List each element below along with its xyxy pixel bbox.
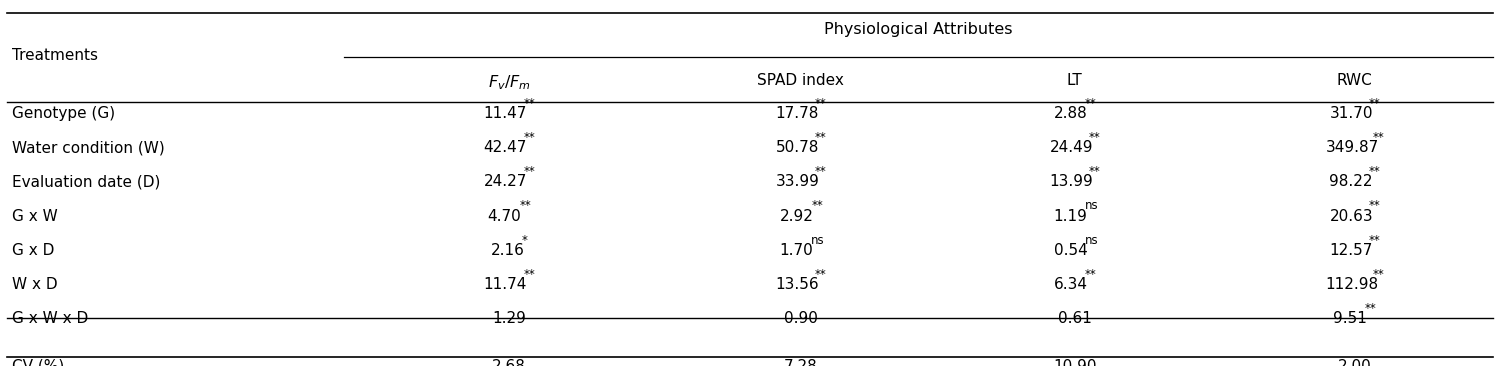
Text: Physiological Attributes: Physiological Attributes	[825, 22, 1012, 37]
Text: **: **	[524, 268, 534, 281]
Text: 13.56: 13.56	[775, 277, 819, 292]
Text: 2.00: 2.00	[1338, 359, 1371, 366]
Text: **: **	[811, 199, 823, 213]
Text: **: **	[519, 199, 531, 213]
Text: **: **	[1090, 165, 1100, 178]
Text: 1.70: 1.70	[780, 243, 813, 258]
Text: **: **	[1085, 97, 1097, 110]
Text: 98.22: 98.22	[1329, 175, 1373, 190]
Text: **: **	[1370, 199, 1380, 213]
Text: $\mathit{F}_\mathit{v}/\mathit{F}_\mathit{m}$: $\mathit{F}_\mathit{v}/\mathit{F}_\mathi…	[488, 73, 530, 92]
Text: 11.47: 11.47	[484, 106, 527, 121]
Text: Genotype (G): Genotype (G)	[12, 106, 115, 121]
Text: Evaluation date (D): Evaluation date (D)	[12, 175, 160, 190]
Text: G x W: G x W	[12, 209, 58, 224]
Text: G x D: G x D	[12, 243, 54, 258]
Text: 20.63: 20.63	[1329, 209, 1373, 224]
Text: G x W x D: G x W x D	[12, 311, 88, 326]
Text: 10.90: 10.90	[1052, 359, 1097, 366]
Text: ns: ns	[1085, 234, 1099, 247]
Text: **: **	[1365, 302, 1377, 315]
Text: 24.27: 24.27	[484, 175, 527, 190]
Text: *: *	[522, 234, 528, 247]
Text: SPAD index: SPAD index	[757, 73, 844, 88]
Text: 7.28: 7.28	[784, 359, 817, 366]
Text: 2.88: 2.88	[1054, 106, 1087, 121]
Text: 112.98: 112.98	[1325, 277, 1379, 292]
Text: **: **	[1370, 97, 1380, 110]
Text: **: **	[524, 131, 534, 144]
Text: 0.54: 0.54	[1054, 243, 1087, 258]
Text: Water condition (W): Water condition (W)	[12, 140, 165, 155]
Text: CV (%): CV (%)	[12, 359, 64, 366]
Text: **: **	[524, 165, 534, 178]
Text: **: **	[1085, 268, 1097, 281]
Text: 1.29: 1.29	[493, 311, 525, 326]
Text: ns: ns	[1085, 199, 1099, 213]
Text: **: **	[1370, 165, 1380, 178]
Text: 1.19: 1.19	[1054, 209, 1087, 224]
Text: RWC: RWC	[1337, 73, 1373, 88]
Text: **: **	[1370, 234, 1380, 247]
Text: **: **	[816, 97, 826, 110]
Text: Treatments: Treatments	[12, 48, 97, 63]
Text: 6.34: 6.34	[1054, 277, 1087, 292]
Text: 2.92: 2.92	[780, 209, 813, 224]
Text: **: **	[1090, 131, 1100, 144]
Text: **: **	[1373, 131, 1385, 144]
Text: LT: LT	[1067, 73, 1082, 88]
Text: 0.90: 0.90	[784, 311, 817, 326]
Text: **: **	[816, 165, 826, 178]
Text: 2.68: 2.68	[493, 359, 525, 366]
Text: 24.49: 24.49	[1049, 140, 1093, 155]
Text: 13.99: 13.99	[1049, 175, 1093, 190]
Text: 50.78: 50.78	[775, 140, 819, 155]
Text: 0.61: 0.61	[1058, 311, 1091, 326]
Text: **: **	[1373, 268, 1385, 281]
Text: 11.74: 11.74	[484, 277, 527, 292]
Text: ns: ns	[811, 234, 825, 247]
Text: 33.99: 33.99	[775, 175, 819, 190]
Text: 17.78: 17.78	[775, 106, 819, 121]
Text: 9.51: 9.51	[1334, 311, 1367, 326]
Text: 31.70: 31.70	[1329, 106, 1373, 121]
Text: 42.47: 42.47	[484, 140, 527, 155]
Text: 349.87: 349.87	[1325, 140, 1379, 155]
Text: 4.70: 4.70	[488, 209, 521, 224]
Text: **: **	[816, 268, 826, 281]
Text: **: **	[816, 131, 826, 144]
Text: W x D: W x D	[12, 277, 57, 292]
Text: **: **	[524, 97, 534, 110]
Text: 2.16: 2.16	[491, 243, 524, 258]
Text: 12.57: 12.57	[1329, 243, 1373, 258]
